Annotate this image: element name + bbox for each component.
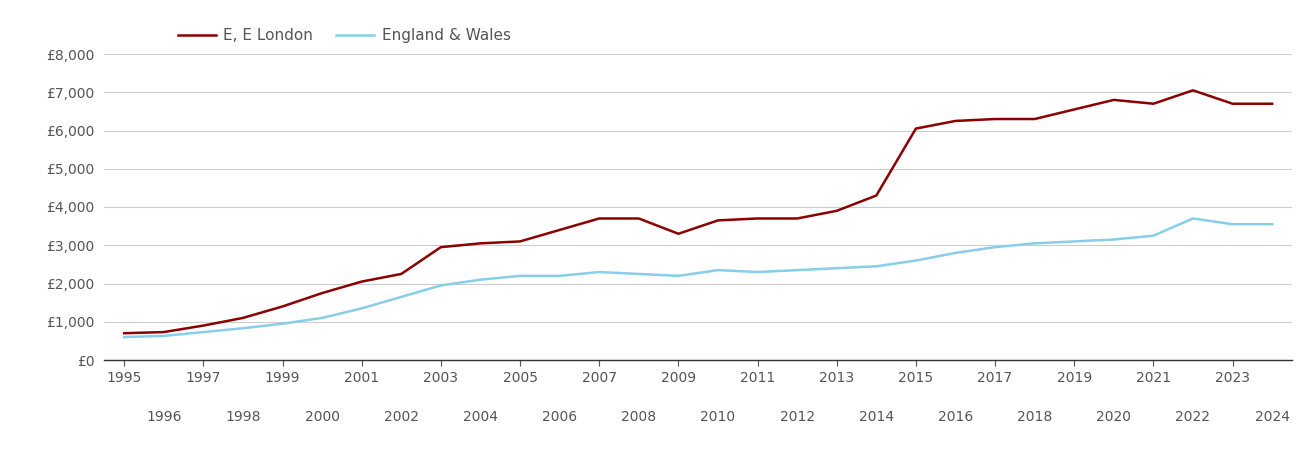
E, E London [275,304,291,309]
E, E London [947,118,963,124]
England & Wales [433,283,449,288]
England & Wales [988,244,1004,250]
England & Wales [552,273,568,279]
E, E London [393,271,408,277]
E, E London [354,279,369,284]
E, E London [591,216,607,221]
E, E London [1224,101,1240,107]
England & Wales [829,266,844,271]
England & Wales [1066,238,1082,244]
Line: England & Wales: England & Wales [124,218,1272,337]
E, E London [196,323,211,328]
E, E London [632,216,647,221]
England & Wales [354,306,369,311]
England & Wales [790,267,805,273]
England & Wales [315,315,330,320]
England & Wales [1105,237,1121,242]
England & Wales [116,334,132,340]
E, E London [790,216,805,221]
E, E London [671,231,686,237]
E, E London [1146,101,1161,107]
E, E London [1265,101,1280,107]
England & Wales [155,333,171,338]
E, E London [472,241,488,246]
England & Wales [1224,221,1240,227]
E, E London [829,208,844,213]
England & Wales [1146,233,1161,238]
E, E London [552,227,568,233]
E, E London [155,329,171,335]
England & Wales [591,269,607,274]
England & Wales [235,325,251,331]
England & Wales [868,264,883,269]
E, E London [1027,116,1043,122]
England & Wales [393,294,408,300]
England & Wales [472,277,488,283]
England & Wales [196,329,211,335]
E, E London [315,290,330,296]
E, E London [433,244,449,250]
E, E London [512,238,527,244]
England & Wales [1265,221,1280,227]
England & Wales [947,250,963,256]
England & Wales [1185,216,1201,221]
England & Wales [710,267,726,273]
England & Wales [275,321,291,326]
E, E London [1185,88,1201,93]
E, E London [749,216,765,221]
England & Wales [749,269,765,274]
England & Wales [671,273,686,279]
E, E London [116,330,132,336]
E, E London [235,315,251,320]
E, E London [988,116,1004,122]
England & Wales [908,258,924,263]
Legend: E, E London, England & Wales: E, E London, England & Wales [171,22,517,49]
E, E London [710,218,726,223]
England & Wales [512,273,527,279]
England & Wales [632,271,647,277]
Line: E, E London: E, E London [124,90,1272,333]
E, E London [1105,97,1121,103]
E, E London [1066,107,1082,112]
E, E London [908,126,924,131]
E, E London [868,193,883,198]
England & Wales [1027,241,1043,246]
